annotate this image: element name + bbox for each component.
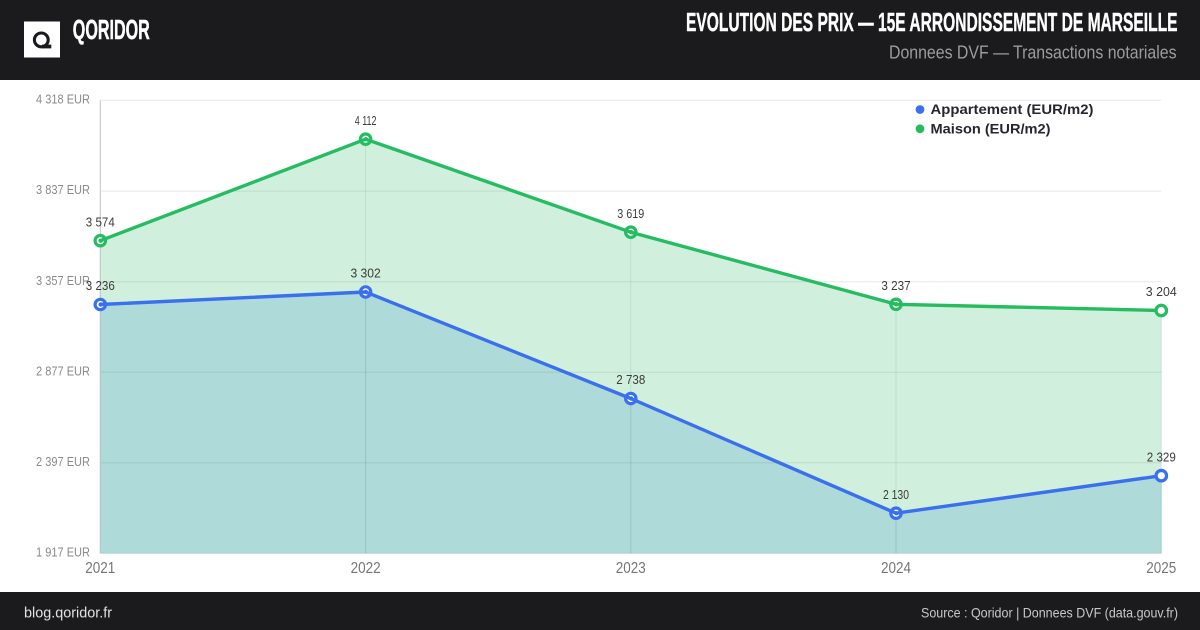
svg-text:2 130: 2 130 bbox=[883, 487, 909, 502]
svg-text:2021: 2021 bbox=[85, 560, 115, 577]
svg-text:2 877 EUR: 2 877 EUR bbox=[36, 363, 90, 378]
svg-text:QORIDOR: QORIDOR bbox=[73, 14, 150, 45]
svg-text:2023: 2023 bbox=[616, 560, 646, 577]
svg-text:3 837 EUR: 3 837 EUR bbox=[36, 182, 90, 197]
svg-text:2022: 2022 bbox=[351, 560, 381, 577]
svg-text:3 574: 3 574 bbox=[86, 214, 115, 229]
svg-text:3 237: 3 237 bbox=[881, 278, 910, 293]
svg-text:2 329: 2 329 bbox=[1147, 449, 1176, 464]
svg-text:4 112: 4 112 bbox=[355, 113, 377, 128]
svg-text:2 738: 2 738 bbox=[616, 372, 645, 387]
svg-text:3 357 EUR: 3 357 EUR bbox=[36, 273, 90, 288]
svg-text:Maison (EUR/m2): Maison (EUR/m2) bbox=[931, 121, 1051, 137]
svg-text:3 236: 3 236 bbox=[86, 278, 115, 293]
svg-text:Source : Qoridor | Donnees DVF: Source : Qoridor | Donnees DVF (data.gou… bbox=[921, 604, 1178, 620]
svg-text:2024: 2024 bbox=[881, 560, 911, 577]
svg-text:4 318 EUR: 4 318 EUR bbox=[36, 91, 90, 106]
svg-text:3 619: 3 619 bbox=[617, 206, 644, 221]
svg-text:1 917 EUR: 1 917 EUR bbox=[36, 545, 90, 560]
svg-text:Donnees DVF — Transactions not: Donnees DVF — Transactions notariales bbox=[889, 42, 1177, 62]
svg-text:2025: 2025 bbox=[1146, 560, 1176, 577]
svg-text:2 397 EUR: 2 397 EUR bbox=[36, 454, 90, 469]
svg-text:3 204: 3 204 bbox=[1146, 284, 1177, 299]
svg-text:3 302: 3 302 bbox=[350, 266, 380, 281]
svg-text:EVOLUTION DES PRIX — 15E ARRON: EVOLUTION DES PRIX — 15E ARRONDISSEMENT … bbox=[686, 7, 1178, 37]
svg-text:blog.qoridor.fr: blog.qoridor.fr bbox=[24, 605, 112, 621]
svg-text:Appartement (EUR/m2): Appartement (EUR/m2) bbox=[931, 101, 1094, 117]
